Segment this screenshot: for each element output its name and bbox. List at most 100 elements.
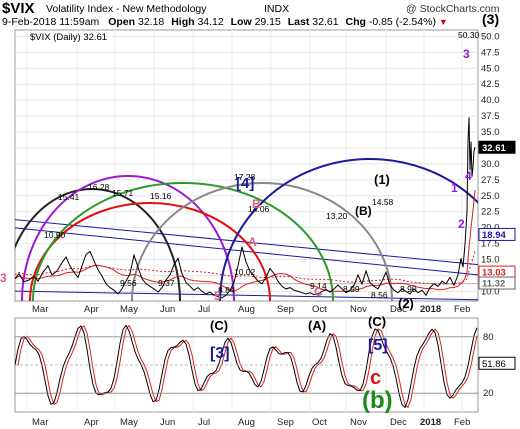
price-marker-label: 13.03 — [482, 268, 506, 279]
price-annotation: 50.30 — [458, 30, 480, 40]
oscillator-marker-box — [478, 356, 516, 370]
last-label: Last — [287, 16, 310, 28]
y-tick-label: 40.0 — [481, 95, 500, 106]
x-tick-label: Oct — [312, 304, 327, 315]
open-value: 32.18 — [137, 16, 165, 28]
wave-label: B — [252, 197, 261, 211]
osc-wave-label: (C) — [210, 318, 228, 333]
y-tick-label: 10.0 — [481, 286, 500, 297]
price-annotation: 8.99 — [343, 284, 360, 294]
price-annotation: 10.02 — [234, 267, 256, 277]
x-tick-label: Dec — [390, 417, 407, 428]
x-tick-label: Mar — [32, 417, 48, 428]
ma-200-line — [15, 251, 476, 285]
oscillator-plot-area — [15, 324, 478, 409]
low-value: 29.15 — [254, 16, 281, 28]
y-tick-label: 47.5 — [481, 47, 500, 58]
watermark: @ StockCharts.com — [406, 3, 500, 15]
x-tick-label: Sep — [277, 417, 294, 428]
osc-wave-label: (b) — [362, 387, 393, 414]
x-tick-label: Mar — [32, 304, 48, 315]
y-tick-label: 50.0 — [481, 31, 500, 42]
price-marker: 18.94 — [478, 227, 516, 241]
x-tick-label: Sep — [277, 304, 294, 315]
low-label: Low — [230, 16, 252, 28]
y-tick-label: 35.0 — [481, 127, 500, 138]
price-annotation: 8.90 — [400, 284, 417, 294]
price-annotation: 15.16 — [150, 191, 172, 201]
osc-wave-label: [3] — [210, 345, 230, 362]
oscillator-line — [15, 324, 478, 409]
wave-label: A — [248, 235, 257, 249]
x-tick-label: Feb — [454, 304, 470, 315]
wave-label: (1) — [374, 172, 390, 187]
trendline-upper-2 — [15, 227, 478, 276]
x-tick-label: Jun — [160, 417, 175, 428]
price-annotation: 8.56 — [371, 290, 388, 300]
quote-line: 9-Feb-2018 11:59am Open 32.18 High 34.12… — [2, 16, 448, 28]
wave-label: (B) — [355, 204, 372, 218]
price-marker-label: 18.94 — [482, 230, 506, 241]
osc-tick-label: 20 — [483, 388, 494, 399]
price-annotation: 17.28 — [234, 172, 256, 182]
y-tick-label: 27.5 — [481, 175, 500, 186]
x-tick-label: Jul — [198, 304, 210, 315]
x-tick-label: Apr — [84, 417, 99, 428]
y-tick-label: 22.5 — [481, 207, 500, 218]
wave-label: C — [314, 285, 323, 299]
chg-label: Chg — [345, 16, 366, 28]
osc-wave-label: (C) — [368, 314, 386, 329]
x-tick-label: Feb — [454, 417, 470, 428]
price-annotation: 8.84 — [218, 285, 235, 295]
vix-price-line — [15, 117, 476, 299]
x-tick-label: 2018 — [420, 417, 441, 428]
wave-label: (2) — [398, 296, 414, 311]
osc-wave-label: c — [370, 367, 381, 389]
price-annotation: 16.28 — [88, 182, 110, 192]
price-annotation: 14.06 — [248, 204, 270, 214]
price-annotation: 9.37 — [158, 278, 175, 288]
price-legend: $VIX (Daily) 32.61 — [30, 32, 107, 43]
chg-arrow-icon: ▼ — [438, 17, 448, 27]
y-tick-label: 30.0 — [481, 159, 500, 170]
y-tick-label: 25.0 — [481, 191, 500, 202]
open-label: Open — [108, 16, 136, 28]
x-tick-label: May — [120, 417, 138, 428]
cycle-arc-purple — [21, 175, 235, 301]
price-annotation: 13.20 — [326, 211, 348, 221]
y-tick-label: 15.0 — [481, 255, 500, 266]
y-tick-label: 45.0 — [481, 63, 500, 74]
price-annotation: 10.90 — [44, 230, 66, 240]
osc-wave-label: (A) — [308, 318, 326, 333]
cycle-arc-gray-2 — [131, 182, 393, 301]
price-annotation: 9.14 — [310, 281, 327, 291]
price-plot-area — [15, 117, 478, 301]
high-value: 34.12 — [197, 16, 224, 28]
wave-label: 2 — [458, 217, 465, 231]
x-tick-label: Nov — [350, 417, 367, 428]
chart-name: Volatility Index - New Methodology — [46, 3, 207, 15]
price-annotation: 9.56 — [120, 278, 137, 288]
y-tick-label: 37.5 — [481, 111, 500, 122]
osc-wave-label: [5] — [368, 337, 388, 354]
x-tick-label: May — [120, 304, 138, 315]
price-marker-label: 11.32 — [482, 279, 505, 290]
x-tick-label: Nov — [350, 304, 367, 315]
price-marker: 32.61 — [478, 140, 516, 154]
price-marker-box — [478, 140, 516, 154]
x-tick-label: Aug — [238, 417, 255, 428]
wave-label: 3 — [0, 271, 7, 285]
x-tick-label: Apr — [84, 304, 99, 315]
price-marker-label: 32.61 — [482, 143, 506, 154]
quote-date: 9-Feb-2018 11:59am — [2, 16, 100, 28]
x-tick-label: Aug — [238, 304, 255, 315]
price-marker: 11.32 — [478, 276, 516, 290]
y-tick-label: 42.5 — [481, 79, 500, 90]
x-tick-label: 2018 — [420, 304, 441, 315]
high-label: High — [171, 16, 195, 28]
wave-label: 4 — [465, 169, 472, 183]
wave-label: 3 — [463, 47, 470, 61]
wave-label: 1 — [451, 181, 458, 195]
